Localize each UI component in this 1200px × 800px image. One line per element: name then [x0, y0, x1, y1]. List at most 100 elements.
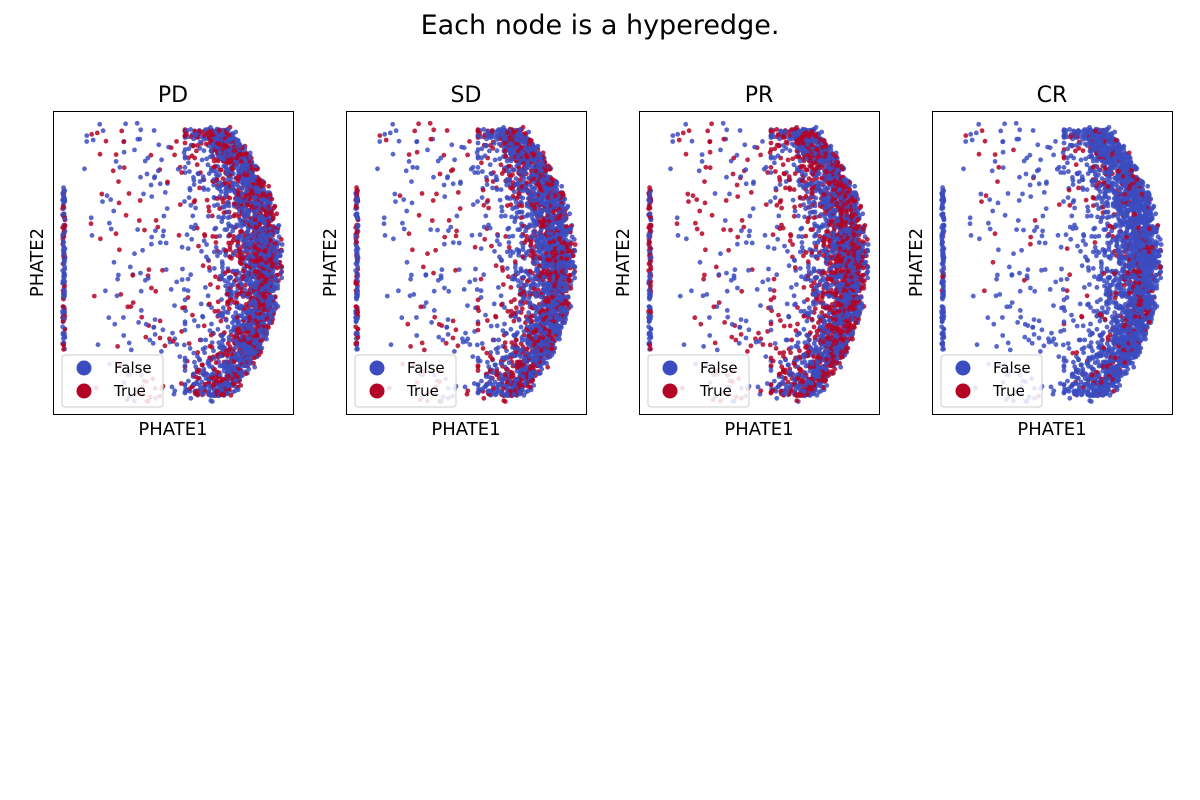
- point-false: [518, 324, 524, 330]
- point-true: [508, 308, 514, 314]
- legend-label-true: True: [113, 382, 146, 400]
- point-true: [271, 205, 277, 210]
- point-true: [249, 190, 255, 196]
- point-false: [209, 305, 214, 310]
- point-true: [194, 390, 200, 396]
- point-true: [121, 165, 127, 171]
- point-false: [253, 163, 258, 169]
- point-false: [61, 246, 67, 251]
- point-true: [514, 337, 519, 343]
- point-false: [177, 354, 183, 359]
- point-false: [215, 185, 220, 191]
- point-false: [141, 191, 146, 197]
- point-true: [214, 140, 220, 146]
- point-true: [420, 264, 426, 270]
- point-false: [193, 222, 198, 228]
- point-false: [218, 353, 223, 359]
- point-false: [243, 189, 249, 194]
- point-false: [449, 142, 455, 148]
- point-false: [223, 193, 229, 199]
- point-false: [249, 222, 255, 228]
- point-true: [545, 364, 551, 370]
- scatter-points: [353, 120, 578, 404]
- scatter-points: [60, 120, 285, 404]
- point-true: [238, 383, 244, 388]
- point-false: [414, 139, 420, 144]
- point-false: [513, 176, 519, 181]
- point-false: [230, 314, 236, 320]
- point-true: [227, 244, 233, 249]
- point-true: [98, 236, 103, 242]
- point-true: [61, 346, 66, 352]
- point-true: [176, 232, 182, 238]
- point-true: [506, 274, 511, 280]
- point-false: [278, 270, 284, 276]
- point-false: [205, 162, 211, 168]
- point-false: [113, 159, 119, 164]
- point-false: [274, 258, 280, 264]
- point-true: [227, 344, 233, 350]
- point-true: [209, 213, 215, 219]
- point-false: [116, 272, 121, 278]
- point-false: [211, 249, 217, 255]
- point-false: [435, 227, 440, 233]
- point-true: [255, 320, 260, 326]
- point-false: [185, 288, 191, 294]
- point-false: [411, 292, 417, 297]
- point-false: [210, 153, 215, 159]
- point-false: [211, 348, 216, 354]
- point-true: [484, 177, 490, 183]
- point-false: [215, 312, 221, 318]
- point-true: [266, 183, 272, 189]
- point-false: [237, 143, 243, 149]
- point-true: [117, 247, 122, 253]
- point-false: [61, 261, 67, 266]
- point-false: [236, 321, 241, 327]
- point-false: [205, 213, 211, 219]
- point-false: [442, 241, 447, 247]
- point-false: [107, 220, 112, 226]
- point-false: [62, 273, 68, 279]
- point-false: [215, 202, 221, 208]
- point-false: [442, 285, 447, 291]
- point-true: [237, 249, 243, 255]
- point-false: [234, 137, 240, 143]
- point-true: [243, 302, 249, 307]
- point-false: [494, 238, 500, 244]
- point-true: [115, 344, 120, 349]
- point-false: [62, 289, 68, 294]
- point-false: [104, 193, 110, 199]
- point-true: [88, 221, 94, 227]
- point-true: [508, 312, 514, 318]
- point-false: [191, 371, 197, 377]
- point-false: [151, 128, 157, 133]
- point-true: [236, 214, 242, 220]
- point-true: [225, 291, 230, 297]
- point-true: [227, 233, 233, 238]
- point-false: [210, 142, 216, 147]
- point-false: [142, 158, 148, 164]
- point-false: [61, 252, 67, 257]
- point-false: [445, 175, 450, 181]
- point-true: [455, 190, 461, 195]
- point-true: [260, 206, 265, 212]
- point-false: [219, 333, 225, 339]
- point-true: [217, 167, 223, 173]
- point-true: [408, 344, 413, 349]
- point-false: [241, 222, 247, 228]
- point-false: [195, 323, 201, 329]
- point-true: [235, 239, 241, 245]
- point-false: [252, 364, 258, 370]
- point-false: [423, 300, 429, 305]
- point-true: [509, 340, 515, 345]
- point-false: [134, 120, 140, 126]
- point-false: [497, 156, 503, 162]
- point-true: [215, 308, 221, 314]
- point-true: [148, 152, 154, 158]
- point-false: [233, 248, 239, 254]
- point-true: [195, 143, 200, 148]
- point-true: [484, 350, 490, 356]
- point-false: [225, 215, 231, 221]
- point-false: [245, 213, 251, 218]
- point-false: [393, 199, 398, 204]
